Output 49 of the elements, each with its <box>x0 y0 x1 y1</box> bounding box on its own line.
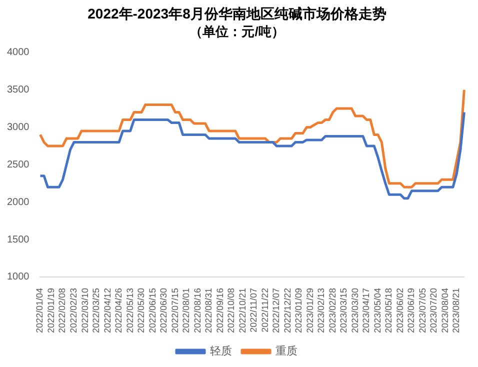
x-tick-label: 2022/03/10 <box>80 288 90 334</box>
x-tick-label: 2023/01/09 <box>294 288 304 334</box>
x-tick-label: 2023/07/05 <box>417 288 428 334</box>
y-tick-label: 3000 <box>6 122 30 133</box>
x-tick-label: 2023/08/04 <box>440 288 450 334</box>
x-tick-label: 2023/05/18 <box>384 288 394 334</box>
x-tick-label: 2023/03/15 <box>338 288 349 334</box>
x-tick-label: 2022/12/22 <box>282 288 292 334</box>
chart-title: 2022年-2023年8月份华南地区纯碱市场价格走势 <box>88 5 386 22</box>
x-tick-label: 2022/03/25 <box>91 288 102 334</box>
x-tick-label: 2023/02/13 <box>316 288 326 334</box>
x-tick-label: 2022/11/22 <box>260 288 270 332</box>
y-tick-label: 2000 <box>6 196 30 208</box>
legend-label: 重质 <box>276 344 298 358</box>
x-tick-label: 2022/11/07 <box>248 288 259 332</box>
x-tick-label: 2022/10/08 <box>226 288 236 334</box>
y-tick-label: 3500 <box>6 84 30 96</box>
x-tick-label: 2022/02/23 <box>68 288 78 334</box>
y-tick-label: 1000 <box>6 272 30 283</box>
y-tick-label: 1500 <box>6 234 30 246</box>
x-tick-label: 2022/05/13 <box>124 288 135 334</box>
x-tick-label: 2022/09/16 <box>214 288 225 334</box>
x-tick-label: 2022/04/12 <box>102 288 112 334</box>
x-tick-label: 2023/03/30 <box>350 288 360 334</box>
x-tick-label: 2022/08/01 <box>181 288 192 334</box>
x-tick-label: 2023/08/21 <box>451 288 462 334</box>
x-tick-label: 2022/10/21 <box>237 288 248 334</box>
x-tick-label: 2022/01/19 <box>46 288 56 334</box>
x-tick-label: 2022/07/15 <box>170 288 180 334</box>
x-tick-label: 2022/02/08 <box>57 288 68 334</box>
x-tick-label: 2023/01/29 <box>304 288 315 334</box>
x-tick-label: 2022/01/04 <box>34 288 45 334</box>
x-tick-label: 2022/12/07 <box>271 288 282 334</box>
x-tick-label: 2023/05/04 <box>372 288 382 334</box>
x-tick-label: 2023/06/02 <box>394 288 405 334</box>
x-tick-label: 2023/06/19 <box>406 288 416 334</box>
x-tick-label: 2022/04/26 <box>114 288 124 334</box>
x-tick-label: 2023/02/28 <box>327 288 338 334</box>
x-tick-label: 2023/07/20 <box>428 288 439 334</box>
x-tick-label: 2022/06/30 <box>158 288 169 334</box>
x-tick-label: 2023/04/17 <box>361 288 372 334</box>
x-tick-label: 2022/06/15 <box>147 288 158 334</box>
legend-label: 轻质 <box>210 344 232 358</box>
x-tick-label: 2022/05/30 <box>136 288 146 334</box>
x-tick-label: 2022/08/16 <box>192 288 202 334</box>
chart-subtitle: （单位：元/吨） <box>190 24 284 40</box>
y-tick-label: 2500 <box>6 159 30 170</box>
y-tick-label: 4000 <box>6 47 30 58</box>
x-tick-label: 2022/08/31 <box>204 288 214 334</box>
